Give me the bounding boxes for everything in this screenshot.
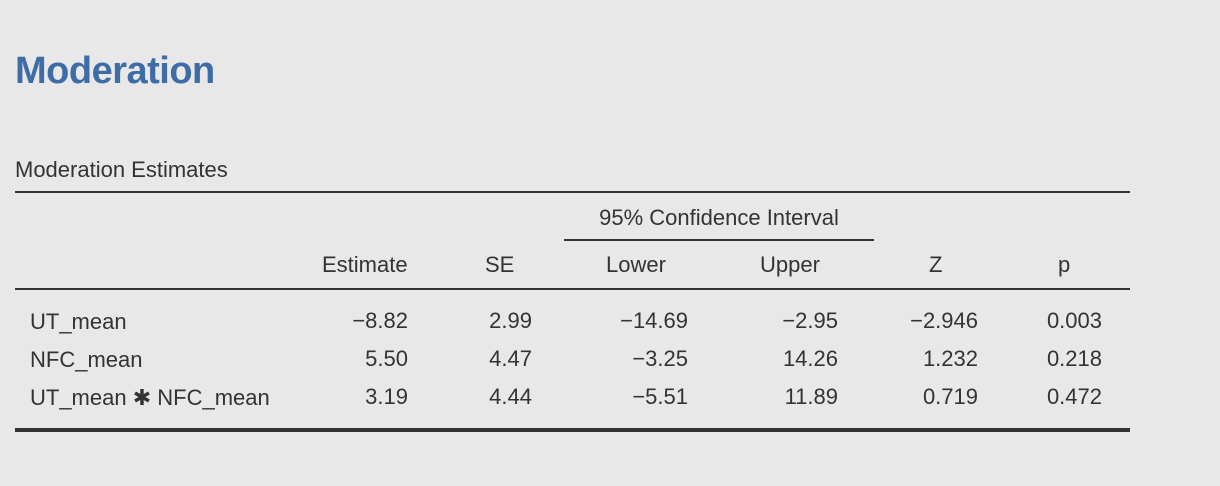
table-caption: Moderation Estimates (15, 157, 228, 182)
cell-upper: 11.89 (784, 384, 838, 409)
cell-estimate: 3.19 (365, 384, 408, 409)
column-header-estimate: Estimate (322, 252, 408, 277)
cell-z: 0.719 (922, 384, 978, 409)
column-header-z: Z (929, 252, 943, 277)
ci-header: 95% Confidence Interval (599, 205, 839, 230)
row-label: NFC_mean (30, 347, 143, 372)
cell-p: 0.472 (1046, 384, 1102, 409)
column-header-lower: Lower (606, 252, 666, 277)
cell-p: 0.003 (1046, 308, 1102, 333)
row-label: UT_mean ✱ NFC_mean (30, 385, 270, 410)
table-header-rule (15, 288, 1130, 290)
cell-z: −2.946 (910, 308, 978, 333)
cell-lower: −14.69 (620, 308, 688, 333)
cell-se: 4.44 (489, 384, 532, 409)
row-label: UT_mean (30, 309, 127, 334)
column-header-se: SE (485, 252, 515, 277)
cell-lower: −5.51 (632, 384, 688, 409)
cell-se: 4.47 (489, 346, 532, 371)
cell-upper: −2.95 (782, 308, 838, 333)
cell-lower: −3.25 (632, 346, 688, 371)
column-header-upper: Upper (760, 252, 820, 277)
cell-se: 2.99 (489, 308, 532, 333)
cell-p: 0.218 (1046, 346, 1102, 371)
cell-estimate: 5.50 (365, 346, 408, 371)
table-bottom-rule (15, 428, 1130, 432)
cell-upper: 14.26 (782, 346, 838, 371)
cell-z: 1.232 (922, 346, 978, 371)
ci-underline (564, 239, 874, 241)
page-title: Moderation (15, 50, 215, 92)
cell-estimate: −8.82 (352, 308, 408, 333)
table-top-rule (15, 191, 1130, 193)
column-header-p: p (1058, 252, 1071, 277)
